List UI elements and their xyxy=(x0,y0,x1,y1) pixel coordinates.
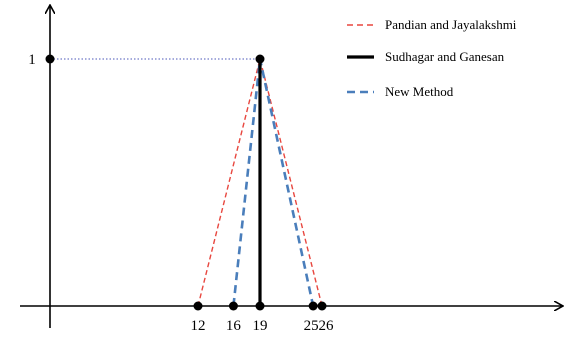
x-point-25 xyxy=(308,301,318,311)
legend-label-sudhagar-and-ganesan: Sudhagar and Ganesan xyxy=(385,49,505,64)
x-tick-12: 12 xyxy=(191,318,206,334)
x-tick-16: 16 xyxy=(226,318,242,334)
x-point-16 xyxy=(228,301,238,311)
y-tick-1: 1 xyxy=(28,52,36,68)
legend-label-pandian-and-jayalakshmi: Pandian and Jayalakshmi xyxy=(385,17,517,32)
x-point-19 xyxy=(255,301,265,311)
series-new-method xyxy=(232,58,315,307)
legend-label-new-method: New Method xyxy=(385,84,454,99)
peak-point xyxy=(255,54,265,64)
x-tick-25: 25 xyxy=(304,318,319,334)
x-tick-26: 26 xyxy=(319,318,335,334)
y-point-1 xyxy=(45,54,55,64)
x-point-12 xyxy=(193,301,203,311)
series-pandian-and-jayalakshmi xyxy=(197,58,323,307)
x-tick-19: 19 xyxy=(253,318,268,334)
legend: Pandian and Jayalakshmi Sudhagar and Gan… xyxy=(347,17,517,99)
y-tick-labels: 1 xyxy=(28,52,36,68)
x-tick-labels: 12 16 19 25 26 xyxy=(191,318,335,334)
data-points xyxy=(45,54,327,311)
x-point-26 xyxy=(317,301,327,311)
